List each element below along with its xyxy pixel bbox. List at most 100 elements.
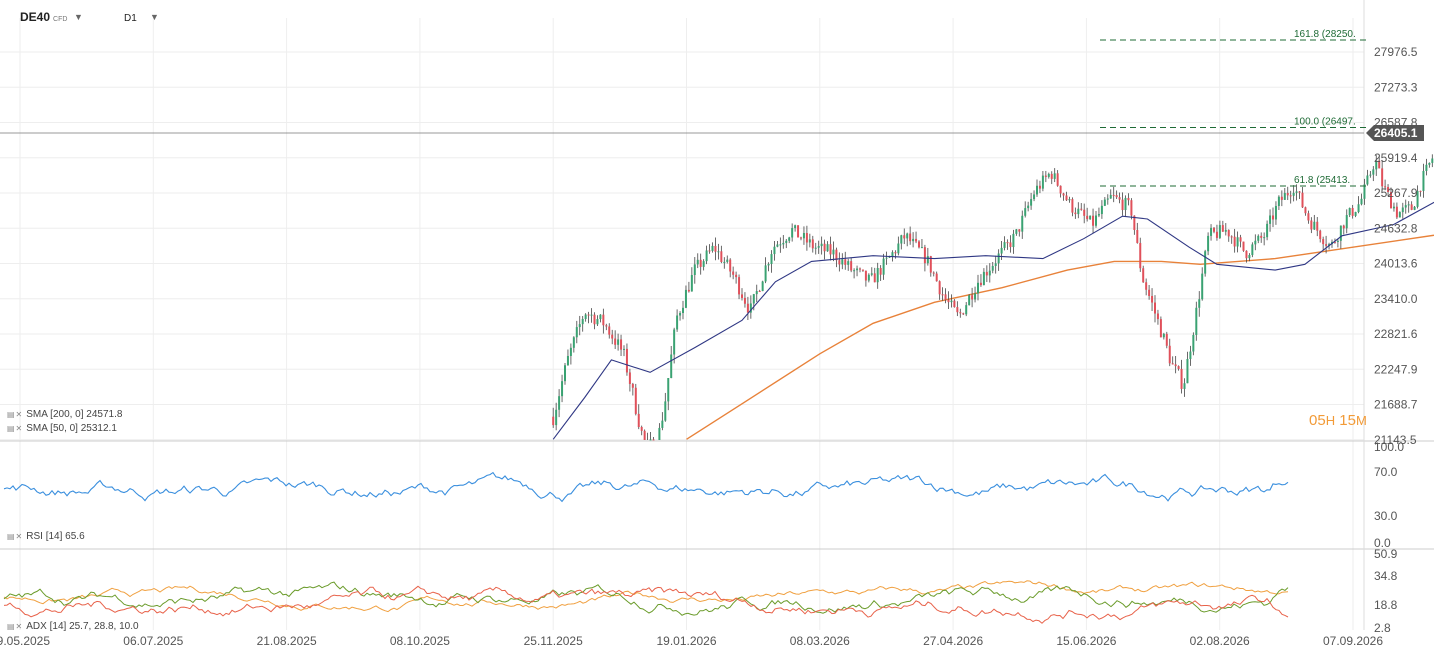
candle-body (1195, 307, 1198, 335)
candle-body (779, 244, 782, 246)
candle-body (953, 300, 956, 308)
candle-body (1213, 227, 1215, 232)
candle-body (1041, 175, 1044, 189)
candle-body (1027, 205, 1030, 209)
adx-tick-label: 50.9 (1374, 547, 1398, 561)
candle-body (1307, 213, 1310, 221)
candle-body (929, 256, 932, 273)
candle-body (1009, 242, 1012, 248)
candle-body (867, 274, 870, 281)
candle-body (1413, 206, 1416, 210)
candle-body (584, 314, 587, 319)
symbol-dropdown-icon[interactable]: ▼ (74, 12, 83, 22)
candle-body (1348, 208, 1351, 216)
candle-body (1174, 364, 1177, 367)
candle-body (897, 243, 900, 254)
candle-body (1207, 235, 1210, 252)
candle-body (891, 252, 894, 257)
candle-body (587, 314, 590, 316)
rsi-tick-label: 70.0 (1374, 465, 1398, 479)
candle-body (1115, 195, 1118, 198)
candle-body (1189, 351, 1192, 360)
candle-body (602, 314, 605, 326)
candle-body (906, 233, 909, 239)
candle-body (1050, 173, 1053, 179)
candle-body (1410, 204, 1413, 210)
candle-body (1392, 206, 1395, 209)
candle-body (1360, 198, 1363, 205)
settings-icon[interactable]: ▤✕ (7, 532, 24, 541)
candle-body (767, 264, 770, 266)
candle-body (755, 291, 758, 295)
candle-body (985, 271, 988, 276)
candle-body (782, 242, 785, 245)
rsi-tick-label: 30.0 (1374, 509, 1398, 523)
candle-body (1124, 197, 1127, 211)
candle-body (982, 271, 985, 286)
candle-body (1003, 242, 1006, 248)
candle-body (1431, 158, 1434, 163)
candle-body (1298, 191, 1301, 193)
candle-body (1145, 282, 1148, 290)
candle-body (1428, 162, 1431, 165)
candle-body (894, 252, 897, 254)
instrument-type: CFD (53, 16, 68, 23)
price-tick-label: 25267.9 (1374, 186, 1418, 200)
settings-icon[interactable]: ▤✕ (7, 424, 24, 433)
candle-body (732, 271, 735, 275)
candle-body (1272, 215, 1274, 220)
candle-body (944, 294, 947, 300)
settings-icon[interactable]: ▤✕ (7, 622, 24, 631)
settings-icon[interactable]: ▤✕ (7, 410, 24, 419)
candle-body (608, 326, 611, 335)
rsi-legend[interactable]: ▤✕ RSI [14] 65.6 (7, 531, 85, 542)
price-tick-label: 27273.3 (1374, 80, 1418, 94)
candle-body (1112, 194, 1115, 196)
sma50-legend[interactable]: ▤✕ SMA [50, 0] 25312.1 (7, 423, 117, 434)
candle-body (1233, 236, 1236, 247)
candle-body (935, 273, 938, 282)
candle-body (1316, 221, 1319, 231)
candle-body (826, 244, 829, 252)
candle-body (628, 372, 631, 384)
candle-body (835, 249, 838, 261)
candle-body (1215, 231, 1218, 238)
candle-body (564, 365, 566, 382)
candle-body (1021, 215, 1024, 232)
candle-body (918, 241, 920, 248)
timeframe-dropdown-icon[interactable]: ▼ (150, 12, 159, 22)
candle-body (1103, 199, 1106, 206)
candle-body (711, 245, 714, 251)
candle-body (820, 243, 823, 247)
candle-body (950, 300, 953, 303)
sma200-line (686, 234, 1434, 440)
candle-body (1162, 333, 1165, 338)
candle-body (1015, 229, 1018, 234)
timeframe-selector[interactable]: D1 (124, 13, 137, 24)
candle-body (994, 263, 997, 266)
price-tick-label: 26587.8 (1374, 116, 1418, 130)
candle-body (1156, 313, 1159, 320)
candle-body (643, 430, 646, 440)
candle-body (581, 318, 584, 325)
price-tick-label: 24632.8 (1374, 221, 1418, 235)
candle-body (856, 268, 859, 271)
candle-body (773, 246, 776, 255)
candle-body (1295, 191, 1298, 193)
adx-legend[interactable]: ▤✕ ADX [14] 25.7, 28.8, 10.0 (7, 621, 139, 632)
sma200-legend[interactable]: ▤✕ SMA [200, 0] 24571.8 (7, 409, 122, 420)
candle-body (714, 245, 717, 252)
candle-body (1395, 206, 1398, 218)
candle-body (847, 261, 850, 265)
candle-body (1277, 196, 1280, 206)
candle-body (1227, 229, 1230, 237)
candle-body (738, 277, 741, 295)
candle-body (808, 239, 811, 243)
candle-body (735, 274, 738, 278)
candle-body (1000, 247, 1003, 254)
date-tick-label: 06.07.2025 (123, 634, 183, 648)
candle-body (658, 427, 661, 440)
symbol-selector[interactable]: DE40 CFD (20, 10, 67, 24)
candle-body (1133, 215, 1136, 230)
